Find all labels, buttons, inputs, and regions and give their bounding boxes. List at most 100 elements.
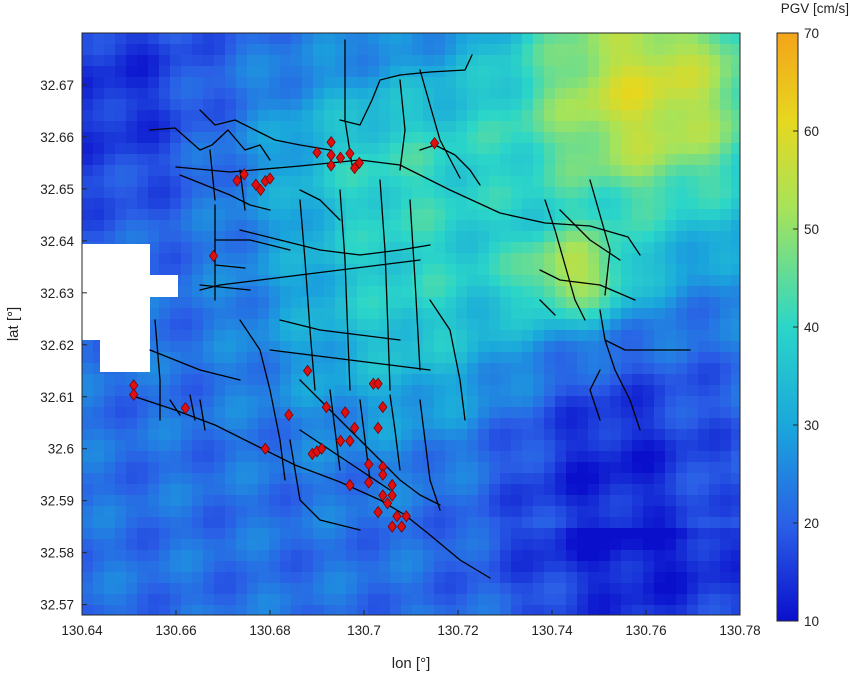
- heatmap-cell: [610, 495, 622, 507]
- heatmap-cell: [159, 572, 171, 584]
- heatmap-cell: [247, 198, 259, 210]
- heatmap-cell: [302, 110, 314, 122]
- heatmap-cell: [401, 341, 413, 353]
- heatmap-cell: [192, 385, 204, 397]
- heatmap-cell: [544, 418, 556, 430]
- heatmap-cell: [379, 363, 391, 375]
- heatmap-cell: [687, 286, 699, 298]
- heatmap-cell: [467, 55, 479, 67]
- heatmap-cell: [709, 506, 721, 518]
- heatmap-cell: [687, 319, 699, 331]
- heatmap-cell: [335, 473, 347, 485]
- heatmap-cell: [544, 506, 556, 518]
- heatmap-cell: [203, 374, 215, 386]
- heatmap-cell: [379, 132, 391, 144]
- heatmap-cell: [467, 429, 479, 441]
- heatmap-cell: [346, 484, 358, 496]
- heatmap-cell: [269, 77, 281, 89]
- heatmap-cell: [214, 44, 226, 56]
- heatmap-cell: [302, 99, 314, 111]
- heatmap-cell: [511, 418, 523, 430]
- heatmap-cell: [170, 561, 182, 573]
- heatmap-cell: [346, 418, 358, 430]
- heatmap-cell: [434, 418, 446, 430]
- heatmap-cell: [577, 517, 589, 529]
- heatmap-cell: [665, 374, 677, 386]
- heatmap-cell: [731, 506, 740, 518]
- heatmap-cell: [489, 253, 501, 265]
- heatmap-cell: [478, 297, 490, 309]
- heatmap-cell: [258, 462, 270, 474]
- heatmap-cell: [170, 110, 182, 122]
- heatmap-cell: [379, 385, 391, 397]
- heatmap-cell: [698, 231, 710, 243]
- heatmap-cell: [280, 330, 292, 342]
- heatmap-cell: [236, 264, 248, 276]
- heatmap-cell: [599, 605, 611, 615]
- heatmap-cell: [412, 341, 424, 353]
- heatmap-cell: [566, 352, 578, 364]
- heatmap-cell: [401, 407, 413, 419]
- heatmap-cell: [302, 154, 314, 166]
- heatmap-cell: [467, 44, 479, 56]
- heatmap-cell: [533, 33, 545, 45]
- heatmap-cell: [412, 88, 424, 100]
- heatmap-cell: [357, 374, 369, 386]
- heatmap-cell: [533, 319, 545, 331]
- heatmap-cell: [104, 561, 116, 573]
- heatmap-cell: [621, 242, 633, 254]
- heatmap-cell: [159, 418, 171, 430]
- heatmap-cell: [379, 44, 391, 56]
- heatmap-cell: [522, 561, 534, 573]
- heatmap-cell: [467, 484, 479, 496]
- heatmap-cell: [82, 143, 94, 155]
- heatmap-cell: [346, 561, 358, 573]
- heatmap-cell: [522, 407, 534, 419]
- heatmap-cell: [577, 572, 589, 584]
- heatmap-cell: [687, 121, 699, 133]
- heatmap-cell: [676, 341, 688, 353]
- heatmap-cell: [588, 33, 600, 45]
- heatmap-cell: [434, 121, 446, 133]
- heatmap-cell: [291, 110, 303, 122]
- heatmap-cell: [544, 429, 556, 441]
- heatmap-cell: [269, 286, 281, 298]
- heatmap-cell: [456, 594, 468, 606]
- heatmap-cell: [159, 374, 171, 386]
- heatmap-cell: [665, 33, 677, 45]
- heatmap-cell: [302, 561, 314, 573]
- heatmap-cell: [665, 473, 677, 485]
- heatmap-cell: [137, 583, 149, 595]
- heatmap-cell: [489, 550, 501, 562]
- site-marker: [429, 136, 440, 150]
- heatmap-cell: [357, 363, 369, 375]
- heatmap-cell: [335, 396, 347, 408]
- heatmap-cell: [214, 297, 226, 309]
- heatmap-cell: [126, 440, 138, 452]
- heatmap-cell: [632, 583, 644, 595]
- heatmap-cell: [599, 363, 611, 375]
- heatmap-cell: [280, 440, 292, 452]
- heatmap-cell: [599, 121, 611, 133]
- heatmap-cell: [357, 66, 369, 78]
- heatmap-cell: [170, 154, 182, 166]
- heatmap-cell: [423, 88, 435, 100]
- heatmap-cell: [203, 594, 215, 606]
- heatmap-cell: [269, 176, 281, 188]
- heatmap-cell: [82, 55, 94, 67]
- heatmap-cell: [566, 231, 578, 243]
- heatmap-cell: [489, 363, 501, 375]
- heatmap-cell: [93, 539, 105, 551]
- heatmap-cell: [269, 396, 281, 408]
- heatmap-cell: [390, 242, 402, 254]
- heatmap-cell: [665, 297, 677, 309]
- heatmap-cell: [203, 418, 215, 430]
- heatmap-cell: [731, 462, 740, 474]
- heatmap-cell: [566, 297, 578, 309]
- heatmap-cell: [676, 308, 688, 320]
- heatmap-cell: [478, 561, 490, 573]
- heatmap-cell: [203, 440, 215, 452]
- heatmap-cell: [467, 528, 479, 540]
- heatmap-cell: [445, 209, 457, 221]
- heatmap-cell: [390, 341, 402, 353]
